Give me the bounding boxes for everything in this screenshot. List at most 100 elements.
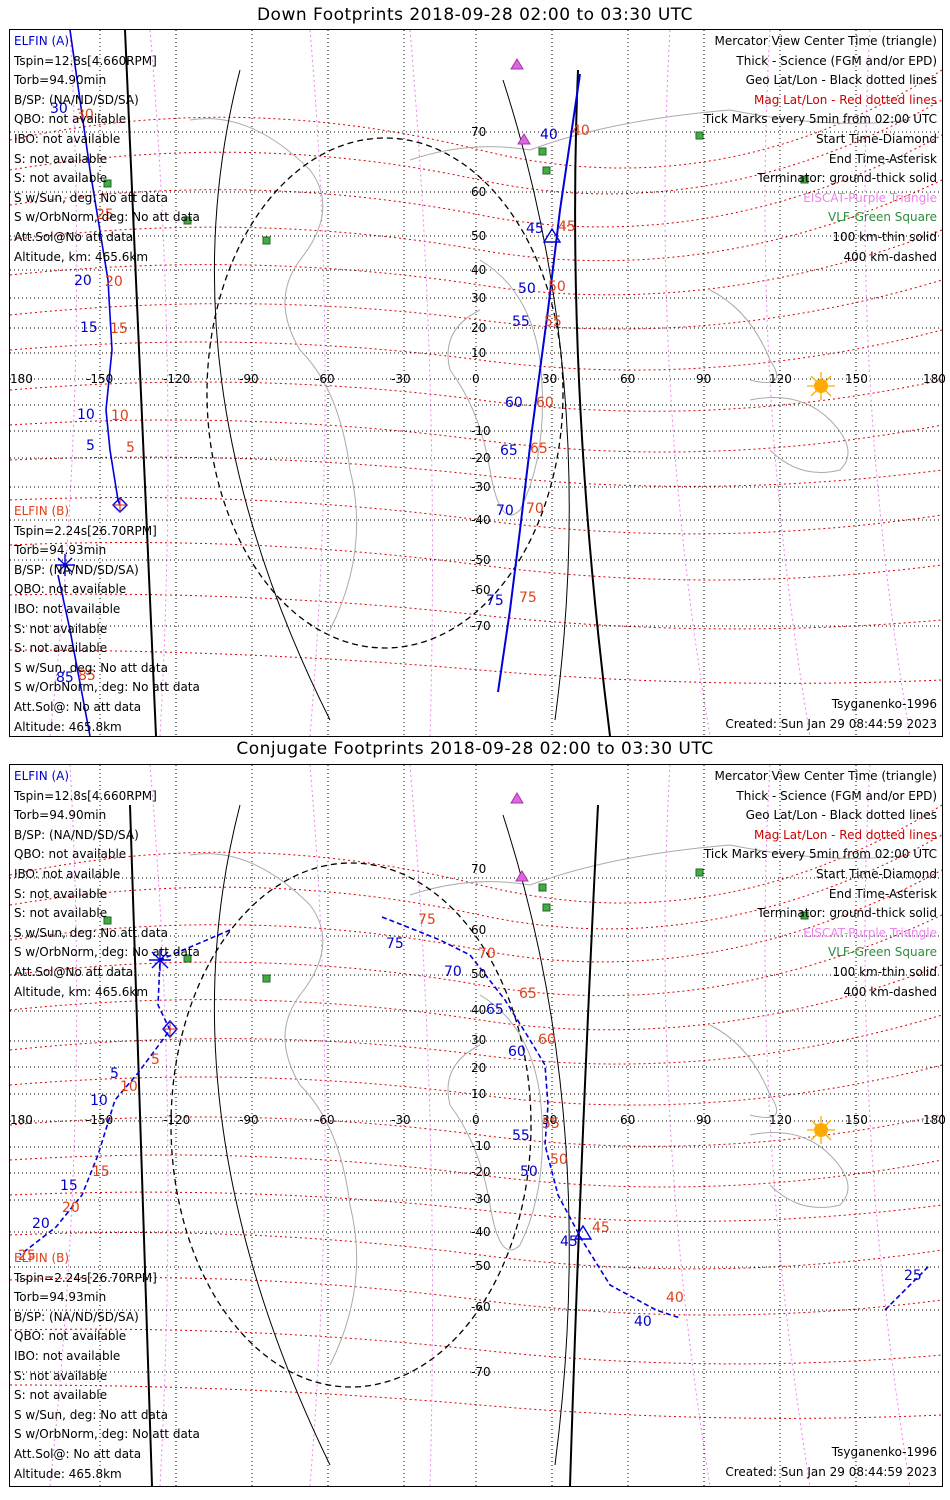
tick-label-blue: 55 [512,1128,530,1144]
tick-label-blue: 45 [560,1234,578,1250]
info-line: S w/OrbNorm, deg: No att data [14,1427,200,1442]
lon-label: 60 [620,372,636,386]
center-time-triangle [542,227,562,243]
info-line: S: not available [14,641,108,656]
created-stamp: Created: Sun Jan 29 08:44:59 2023 [725,716,937,731]
elfin-b-track-wrap [884,1264,931,1311]
tick-label-blue: 10 [77,407,95,423]
terminator [129,804,599,1486]
lon-label: 180 [923,372,946,386]
info-line: S w/OrbNorm, deg: No att data [14,945,200,960]
tick-label-blue: 45 [526,221,544,237]
info-line: Altitude, km: 465.6km [14,249,149,264]
lat-label: -50 [471,553,491,567]
info-line: IBO: not available [14,131,121,146]
info-line: Att.Sol@No att data [14,229,134,244]
elfin-a-info: ELFIN (A) Tspin=12.8s[4.660RPM] Torb=94.… [14,767,200,1002]
info-line: S w/OrbNorm, deg: No att data [14,210,200,225]
info-line: Torb=94.93min [14,543,107,558]
elfin-a-track-lower [57,574,91,736]
tick-label-blue: 5 [110,1066,119,1082]
lat-label: 40 [471,1003,487,1017]
mag-lat-grid [10,804,942,1419]
tick-label-blue: 20 [74,273,92,289]
lon-label: 30 [542,372,558,386]
panel-title-conjugate: Conjugate Footprints 2018-09-28 02:00 to… [236,739,714,759]
tick-label-red: 45 [592,1220,610,1236]
lon-label: 120 [769,372,792,386]
lon-axis-labels: 180 -150 -120 -90 -60 -30 0 30 60 90 120… [10,370,946,390]
vlf-squares [103,868,809,983]
created-stamp: Created: Sun Jan 29 08:44:59 2023 [725,1464,937,1479]
lon-label: 60 [620,1113,636,1127]
lon-label: -60 [315,1113,335,1127]
legend-line: Mag Lat/Lon - Red dotted lines [753,827,937,842]
conjugate-footprints-panel: 180 -150 -120 -90 -60 -30 0 30 60 90 120… [9,764,946,1487]
elfin-b-track [497,73,581,693]
info-line: S: not available [14,171,108,186]
tick-label-red: 70 [526,501,544,517]
info-line: S: not available [14,1368,108,1383]
elfin-a-track [19,929,231,1256]
elfin-a-name: ELFIN (A) [14,769,70,783]
eiscat-triangles [510,792,529,882]
sun-icon [807,1116,835,1144]
tick-label-red: 50 [548,279,566,295]
tick-label-red: 65 [519,986,537,1002]
tick-label-red: 30 [76,107,94,123]
tick-label-blue: 55 [512,314,530,330]
tick-label-blue: 30 [50,101,68,117]
legend-line: End Time-Asterisk [828,151,937,166]
elfin-a-info: ELFIN (A) Tspin=12.8s[4.660RPM] Torb=94.… [14,32,200,267]
legend-line: VLF-Green Square [828,945,937,960]
lat-label: -20 [471,1165,491,1179]
tick-label-blue: 40 [634,1314,652,1330]
info-line: S: not available [14,886,108,901]
lon-label: 180 [10,372,33,386]
tick-label-red: 15 [110,321,128,337]
end-asterisk [55,554,75,576]
legend-line: Mag Lat/Lon - Red dotted lines [753,92,937,107]
tick-label-red: 10 [111,408,129,424]
tick-label-red: 45 [558,219,576,235]
legend-line: EISCAT-Purple Triangle [803,925,937,940]
legend-line: 100 km-thin solid [832,229,937,244]
tick-label-red: 55 [544,314,562,330]
lon-label: -150 [86,372,114,386]
tick-label-red: 25 [96,207,114,223]
mag-lon-grid [49,765,911,1486]
tick-label-blue: 20 [32,1216,50,1232]
elfin-b-info: ELFIN (B) Tspin=2.24s[26.70RPM] Torb=94.… [14,502,200,737]
lat-label: 70 [471,862,487,876]
legend-line: Geo Lat/Lon - Black dotted lines [745,808,937,823]
lon-label: 150 [845,372,868,386]
tick-label-red: 65 [530,441,548,457]
tick-label-blue: 25 [904,1268,922,1284]
tick-label-red: 5 [126,440,135,456]
eiscat-triangles [510,58,531,145]
terminator [124,30,611,736]
info-line: Att.Sol@No att data [14,964,134,979]
info-line: Tspin=12.8s[4.660RPM] [14,788,157,803]
tick-label-red: 5 [151,1052,160,1068]
legend-line: 400 km-dashed [843,249,937,264]
lat-label: 50 [471,229,487,243]
tick-label-red: 10 [120,1079,138,1095]
info-line: IBO: not available [14,866,121,881]
elfin-a-track [69,30,121,506]
lon-axis-labels: 180 -150 -120 -90 -60 -30 0 30 60 90 120… [10,1111,946,1131]
tick-label-blue: 15 [80,320,98,336]
lon-label: 120 [769,1113,792,1127]
tick-label-red: 20 [105,274,123,290]
info-line: B/SP: (NA/ND/SD/SA) [14,562,139,577]
info-line: B/SP: (NA/ND/SD/SA) [14,827,139,842]
tick-label-red: 40 [572,123,590,139]
tick-label-blue: 40 [540,127,558,143]
lat-label: 60 [471,923,487,937]
conjugate-map-svg [10,765,942,1486]
lon-label: 0 [472,372,480,386]
lat-label: 60 [471,185,487,199]
tick-label-blue: 75 [486,593,504,609]
elfin-b-name: ELFIN (B) [14,1251,70,1265]
tick-label-red: 50 [550,1152,568,1168]
